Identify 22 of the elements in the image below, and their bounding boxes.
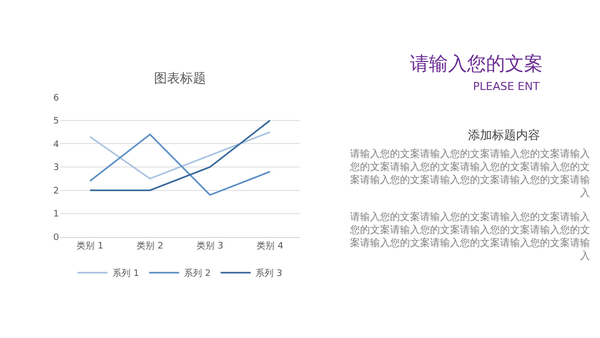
y-tick-label: 2 (53, 186, 59, 196)
y-tick-label: 0 (53, 233, 60, 244)
y-tick-label: 3 (53, 163, 59, 174)
y-tick-label: 5 (53, 116, 59, 127)
line-series (89, 131, 271, 180)
x-tick-label: 类别 1 (76, 240, 104, 252)
chart-title: 图表标题 (154, 72, 206, 87)
text: 请输入您的文案 (410, 53, 543, 75)
text: 请输入您的文案请输入您的文案请输入您的文案请输入您的文案请输入您的文案请输入您的文案请输入您的文案请输入您的文案请输入您的文案请输入您的文案请输入 (349, 148, 590, 199)
x-tick-label: 类别 4 (256, 240, 284, 252)
text: PLEASE ENT (473, 80, 540, 93)
text: 请输入您的文案请输入您的文案请输入您的文案请输入您的文案请输入您的文案请输入您的文案请输入您的文案请输入您的文案请输入您的文案请输入您的文案请输入 (349, 211, 590, 262)
y-tick-label: 4 (53, 140, 60, 150)
y-tick-label: 6 (53, 93, 60, 104)
x-tick-label: 类别 3 (196, 240, 224, 252)
text: 添加标题内容 (468, 128, 540, 142)
y-tick-label: 1 (53, 210, 59, 220)
x-tick-label: 类别 2 (136, 240, 164, 252)
legend-label: 系列 2 (184, 268, 211, 280)
line-series (89, 134, 271, 196)
legend-label: 系列 3 (256, 268, 282, 280)
legend-label: 系列 1 (112, 268, 140, 280)
